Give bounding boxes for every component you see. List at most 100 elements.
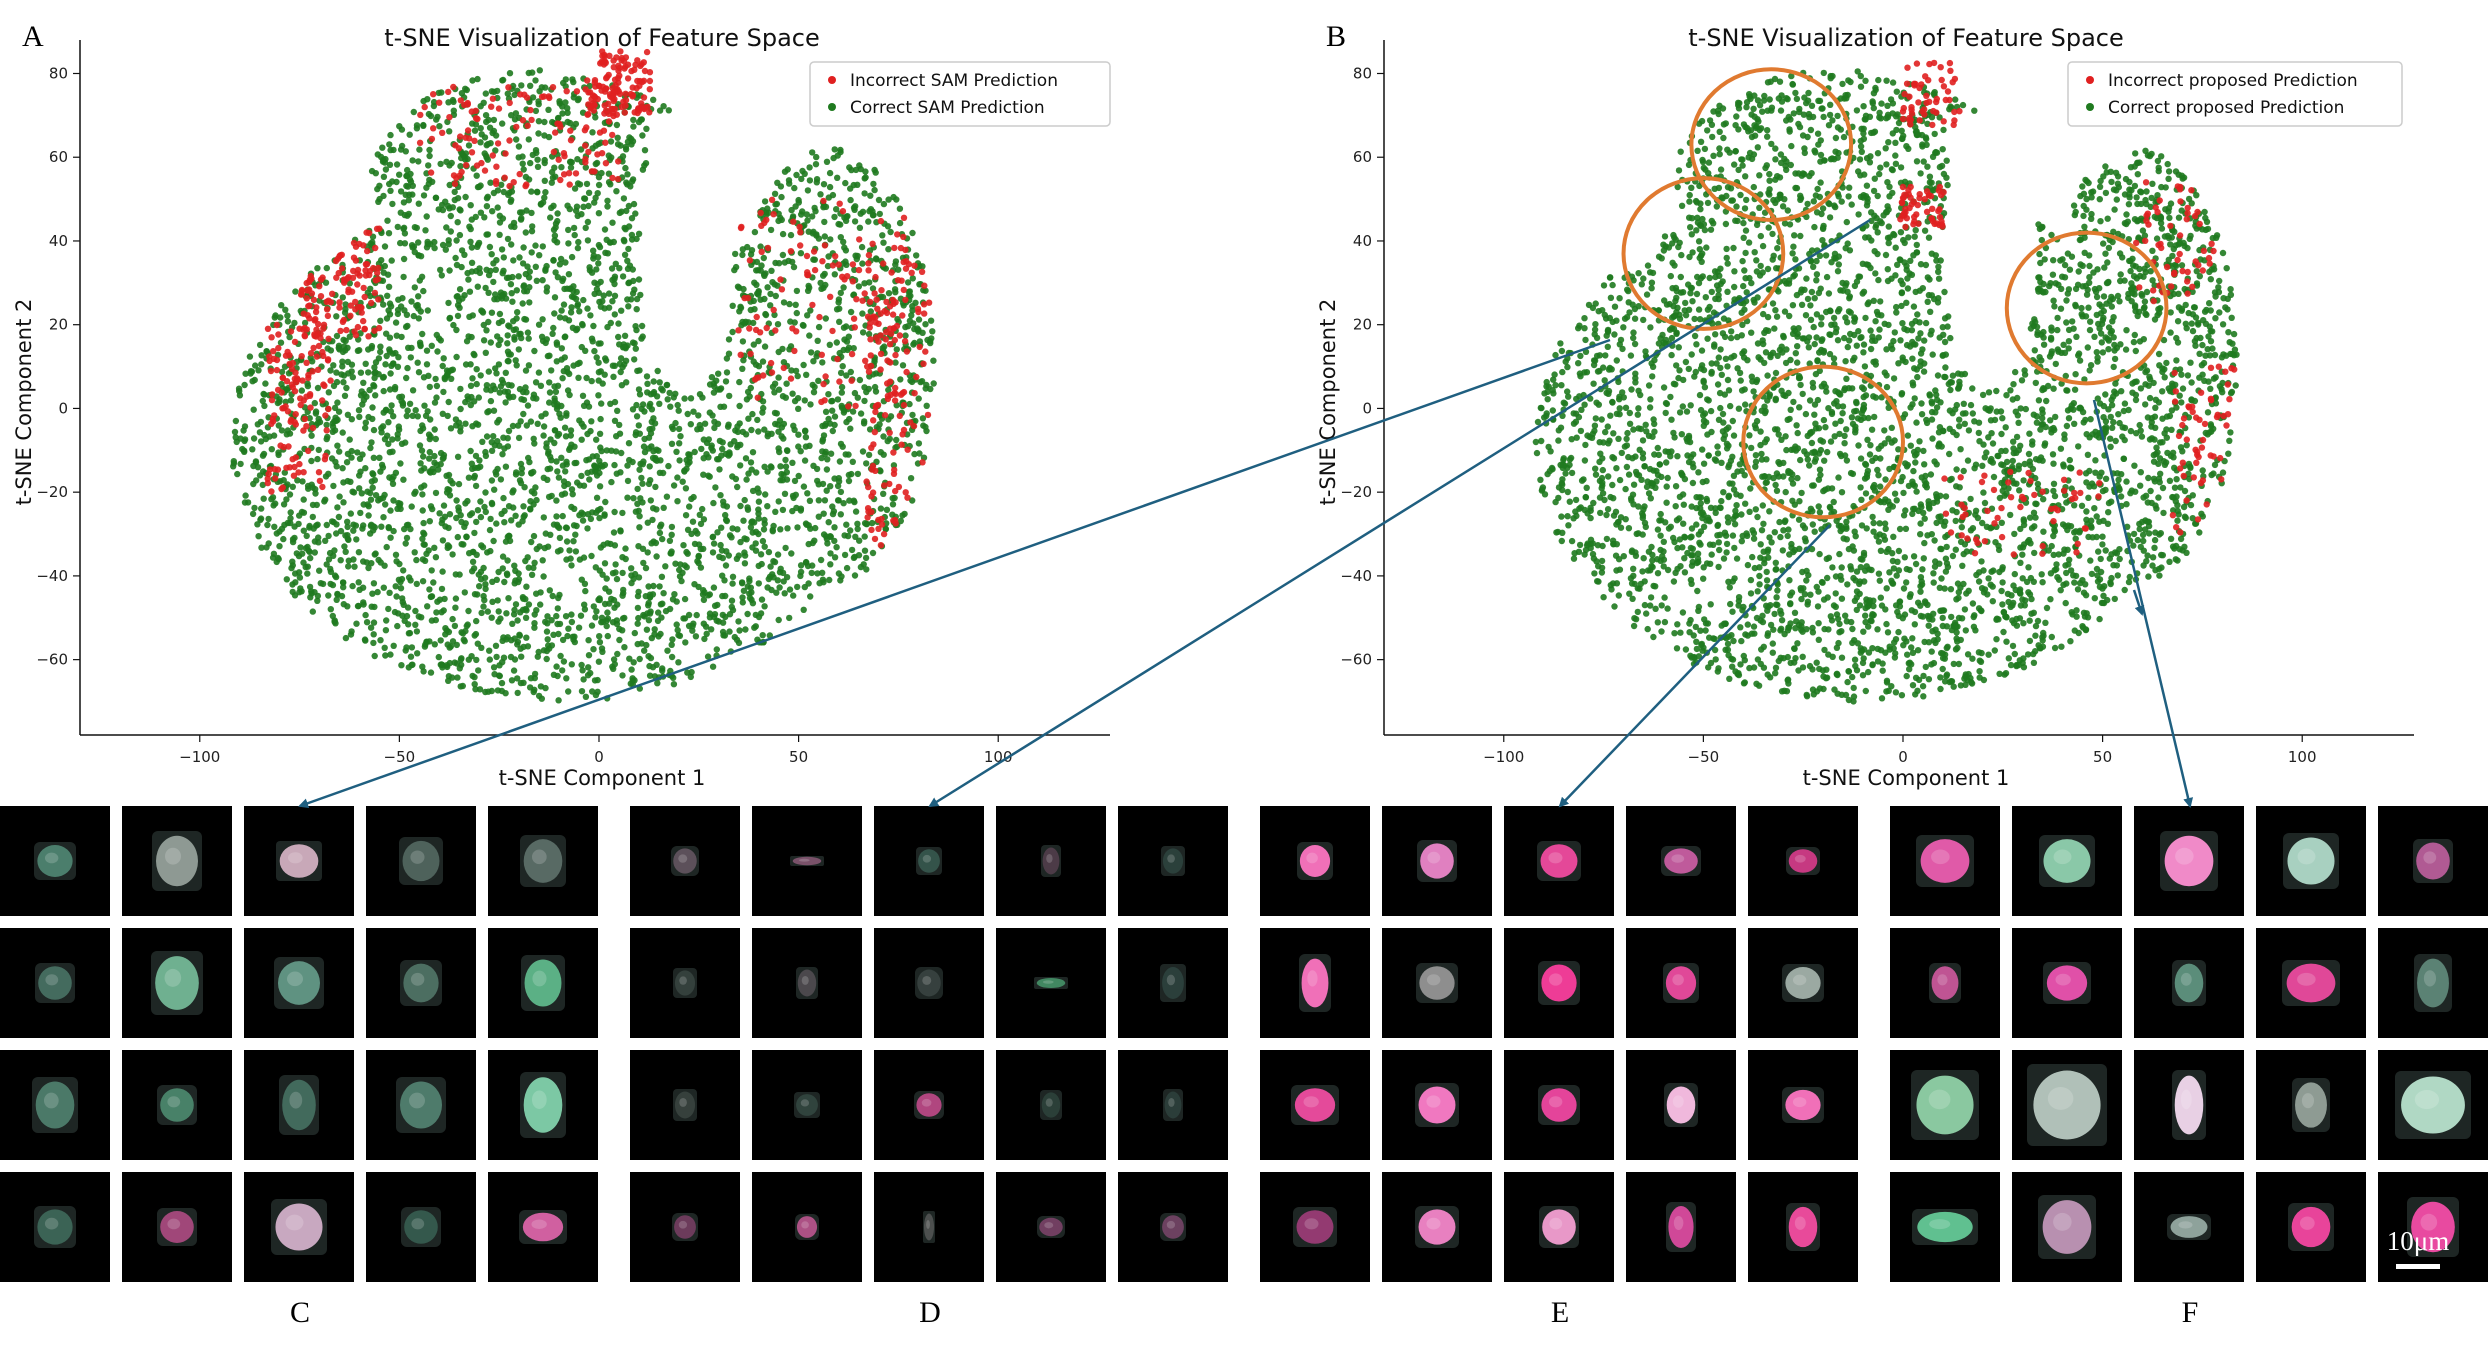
- incorrect-point: [901, 338, 909, 345]
- correct-point: [607, 138, 615, 145]
- correct-point: [443, 472, 450, 479]
- correct-point: [689, 518, 697, 525]
- correct-point: [624, 181, 631, 188]
- correct-point: [1717, 166, 1725, 173]
- incorrect-point: [910, 422, 918, 430]
- correct-point: [376, 182, 383, 189]
- correct-point: [389, 436, 396, 443]
- incorrect-point: [325, 335, 332, 342]
- incorrect-point: [875, 320, 882, 327]
- correct-point: [625, 202, 633, 210]
- legend-correct-marker: [828, 103, 836, 111]
- correct-point: [588, 418, 595, 425]
- correct-point: [605, 170, 613, 177]
- correct-point: [911, 450, 918, 458]
- correct-point: [528, 209, 535, 217]
- correct-point: [424, 603, 431, 610]
- correct-point: [834, 152, 841, 159]
- correct-point: [871, 166, 878, 174]
- correct-point: [457, 385, 464, 393]
- correct-point: [591, 347, 598, 355]
- incorrect-point: [877, 366, 884, 373]
- correct-point: [467, 382, 475, 389]
- correct-point: [820, 432, 828, 439]
- incorrect-point: [894, 277, 902, 284]
- correct-point: [734, 483, 741, 491]
- correct-point: [478, 542, 485, 549]
- correct-point: [634, 604, 642, 612]
- correct-point: [729, 328, 736, 336]
- correct-point: [471, 529, 478, 537]
- incorrect-point: [829, 262, 837, 269]
- correct-point: [635, 386, 643, 393]
- incorrect-point: [594, 151, 601, 158]
- correct-point: [527, 505, 534, 512]
- correct-point: [1576, 541, 1584, 549]
- correct-point: [602, 498, 609, 506]
- correct-point: [745, 415, 752, 422]
- incorrect-point: [758, 248, 765, 255]
- correct-point: [473, 172, 480, 179]
- correct-point: [866, 373, 873, 380]
- correct-point: [852, 166, 860, 174]
- correct-point: [451, 188, 458, 196]
- correct-point: [622, 357, 630, 364]
- correct-point: [423, 244, 431, 251]
- correct-point: [704, 653, 712, 660]
- correct-point: [736, 627, 743, 634]
- correct-point: [433, 609, 440, 616]
- incorrect-point: [333, 274, 340, 281]
- correct-point: [541, 177, 548, 184]
- correct-point: [564, 109, 571, 117]
- correct-point: [797, 568, 805, 576]
- correct-point: [728, 597, 736, 604]
- correct-point: [381, 644, 388, 651]
- correct-point: [682, 639, 689, 646]
- correct-point: [521, 315, 528, 323]
- correct-point: [420, 529, 427, 536]
- correct-point: [572, 207, 580, 214]
- correct-point: [2147, 487, 2154, 495]
- correct-point: [335, 342, 343, 349]
- correct-point: [815, 497, 822, 504]
- correct-point: [621, 251, 629, 258]
- correct-point: [639, 333, 646, 340]
- correct-point: [315, 446, 322, 454]
- correct-point: [498, 679, 506, 687]
- correct-point: [580, 676, 587, 683]
- incorrect-point: [793, 328, 800, 335]
- correct-point: [344, 603, 351, 610]
- correct-point: [532, 379, 540, 386]
- incorrect-point: [299, 377, 306, 384]
- correct-point: [841, 214, 848, 221]
- correct-point: [425, 110, 433, 118]
- incorrect-point: [753, 313, 760, 321]
- correct-point: [520, 283, 527, 290]
- incorrect-point: [555, 156, 562, 163]
- correct-point: [341, 309, 349, 316]
- correct-point: [930, 380, 937, 387]
- incorrect-point: [881, 482, 888, 489]
- correct-point: [647, 608, 654, 615]
- correct-point: [604, 203, 611, 210]
- correct-point: [745, 319, 752, 326]
- tsne-plot-a: t-SNE Visualization of Feature Space −10…: [12, 24, 1111, 790]
- correct-point: [405, 344, 412, 351]
- correct-point: [564, 105, 571, 112]
- correct-point: [489, 208, 496, 215]
- correct-point: [515, 154, 522, 161]
- incorrect-point: [746, 325, 753, 332]
- incorrect-point: [347, 312, 354, 319]
- correct-point: [572, 548, 580, 555]
- correct-point: [478, 609, 485, 617]
- correct-point: [604, 323, 611, 331]
- correct-point: [593, 266, 600, 273]
- correct-point: [542, 618, 549, 626]
- correct-point: [234, 470, 241, 478]
- correct-point: [303, 532, 310, 540]
- correct-point: [327, 606, 334, 613]
- correct-point: [656, 107, 664, 114]
- incorrect-point: [643, 48, 651, 56]
- correct-point: [789, 390, 796, 397]
- correct-point: [767, 563, 774, 570]
